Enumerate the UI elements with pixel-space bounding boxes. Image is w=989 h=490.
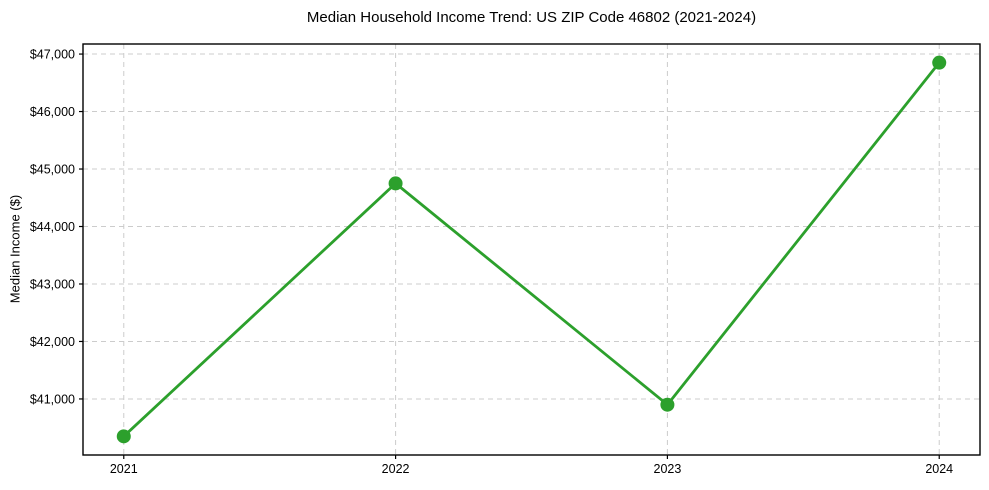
x-tick-label: 2023 — [654, 462, 682, 476]
y-tick-label: $43,000 — [30, 277, 75, 291]
x-tick-label: 2022 — [382, 462, 410, 476]
y-tick-label: $44,000 — [30, 220, 75, 234]
data-point-2024 — [932, 55, 947, 70]
x-tick-label: 2024 — [925, 462, 953, 476]
y-tick-label: $47,000 — [30, 48, 75, 62]
plot-border — [82, 43, 981, 456]
y-tick-label: $41,000 — [30, 392, 75, 406]
data-point-2022 — [388, 176, 403, 191]
data-point-2021 — [116, 429, 131, 444]
y-tick-label: $42,000 — [30, 335, 75, 349]
x-tick-label: 2021 — [110, 462, 138, 476]
y-tick-label: $46,000 — [30, 105, 75, 119]
data-point-2023 — [660, 397, 675, 412]
y-tick-label: $45,000 — [30, 163, 75, 177]
trend-line — [122, 61, 941, 438]
chart-title: Median Household Income Trend: US ZIP Co… — [306, 9, 757, 26]
